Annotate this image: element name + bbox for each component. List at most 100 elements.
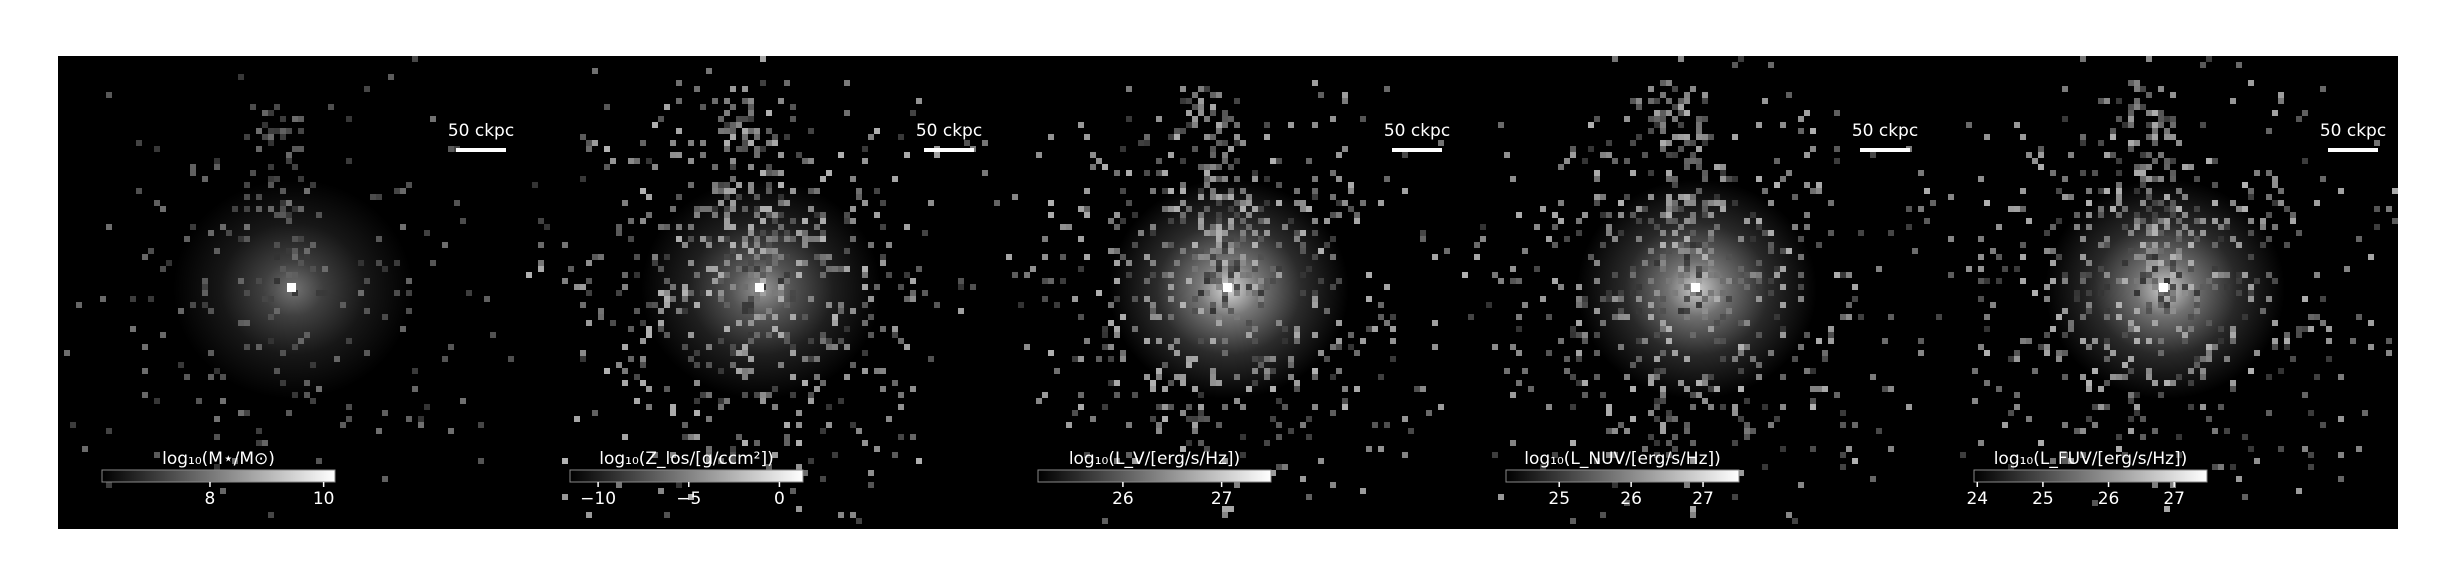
pixel [202, 278, 208, 284]
pixel [214, 158, 220, 164]
pixel [298, 128, 304, 134]
pixel [1216, 140, 1222, 146]
pixel [2170, 296, 2176, 302]
pixel [1714, 164, 1720, 170]
pixel [1672, 134, 1678, 140]
pixel [2302, 158, 2308, 164]
pixel [2134, 326, 2140, 332]
pixel [646, 326, 652, 332]
pixel [214, 416, 220, 422]
pixel [838, 152, 844, 158]
pixel [1702, 140, 1708, 146]
pixel [766, 332, 772, 338]
pixel [1204, 254, 1210, 260]
pixel [658, 290, 664, 296]
pixel [2320, 296, 2326, 302]
pixel [730, 452, 736, 458]
pixel [790, 392, 796, 398]
pixel [1384, 422, 1390, 428]
pixel [142, 368, 148, 374]
pixel [1660, 242, 1666, 248]
pixel [2116, 158, 2122, 164]
pixel [2176, 218, 2182, 224]
pixel [1654, 260, 1660, 266]
pixel [688, 236, 694, 242]
pixel [748, 338, 754, 344]
pixel [736, 182, 742, 188]
pixel [1210, 152, 1216, 158]
pixel [2314, 200, 2320, 206]
pixel [712, 164, 718, 170]
pixel [1684, 266, 1690, 272]
pixel [724, 260, 730, 266]
pixel [1366, 446, 1372, 452]
pixel [784, 278, 790, 284]
pixel [616, 290, 622, 296]
pixel [2104, 242, 2110, 248]
pixel [802, 236, 808, 242]
pixel [928, 356, 934, 362]
pixel [1234, 158, 1240, 164]
pixel [1702, 92, 1708, 98]
pixel [706, 416, 712, 422]
pixel [676, 308, 682, 314]
pixel [2128, 116, 2134, 122]
pixel [844, 248, 850, 254]
pixel [1066, 422, 1072, 428]
pixel [1186, 110, 1192, 116]
pixel [1816, 182, 1822, 188]
pixel [748, 308, 754, 314]
pixel [1684, 164, 1690, 170]
pixel [2182, 290, 2188, 296]
pixel [2254, 170, 2260, 176]
pixel [670, 452, 676, 458]
pixel [2152, 218, 2158, 224]
pixel [1624, 500, 1630, 506]
pixel [2248, 284, 2254, 290]
pixel [724, 128, 730, 134]
pixel [1780, 266, 1786, 272]
pixel [1708, 386, 1714, 392]
pixel [1174, 374, 1180, 380]
pixel [1222, 458, 1228, 464]
pixel [586, 140, 592, 146]
pixel [1666, 416, 1672, 422]
pixel [1690, 290, 1696, 296]
pixel [256, 278, 262, 284]
pixel [244, 236, 250, 242]
pixel [640, 218, 646, 224]
pixel [2140, 218, 2146, 224]
pixel [2044, 284, 2050, 290]
pixel [1738, 350, 1744, 356]
pixel [730, 344, 736, 350]
pixel [1882, 338, 1888, 344]
pixel [1102, 518, 1108, 524]
pixel [1384, 86, 1390, 92]
pixel [796, 440, 802, 446]
pixel [730, 128, 736, 134]
pixel [2116, 446, 2122, 452]
pixel [2326, 326, 2332, 332]
pixel [2122, 332, 2128, 338]
pixel [2170, 266, 2176, 272]
pixel [1222, 404, 1228, 410]
pixel [1402, 188, 1408, 194]
pixel [2098, 98, 2104, 104]
pixel [2146, 188, 2152, 194]
pixel [1996, 386, 2002, 392]
pixel [1834, 146, 1840, 152]
pixel [1678, 278, 1684, 284]
pixel [568, 266, 574, 272]
pixel [2146, 278, 2152, 284]
pixel [2116, 188, 2122, 194]
pixel [1972, 398, 1978, 404]
pixel [1174, 260, 1180, 266]
pixel [1684, 272, 1690, 278]
pixel [2362, 410, 2368, 416]
pixel [424, 230, 430, 236]
pixel [2194, 296, 2200, 302]
pixel [406, 278, 412, 284]
pixel [1666, 110, 1672, 116]
pixel [2266, 296, 2272, 302]
pixel [1162, 416, 1168, 422]
